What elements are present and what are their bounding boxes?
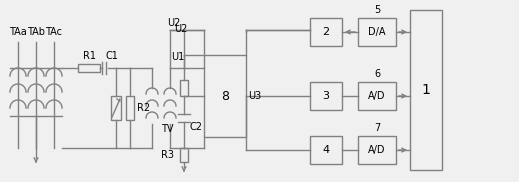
Bar [310,82,342,110]
Text: R1: R1 [83,51,95,61]
Text: U3: U3 [248,91,261,101]
Bar [410,10,442,170]
Text: 1: 1 [421,83,430,97]
Bar [358,82,396,110]
Text: U1: U1 [171,52,185,62]
Text: 6: 6 [374,69,380,79]
Text: D/A: D/A [368,27,386,37]
Bar [310,18,342,46]
Bar [111,96,121,120]
Text: 4: 4 [322,145,330,155]
Text: U2: U2 [174,24,187,34]
Bar [358,18,396,46]
Text: C1: C1 [105,51,118,61]
Bar [180,148,188,162]
Bar [78,64,100,72]
Text: 8: 8 [221,90,229,102]
Bar [126,96,134,120]
Bar [180,80,188,96]
Text: 7: 7 [374,123,380,133]
Text: U2: U2 [167,18,181,28]
Text: A/D: A/D [368,91,386,101]
Text: 5: 5 [374,5,380,15]
Text: A/D: A/D [368,145,386,155]
Text: TV: TV [161,124,173,134]
Text: C2: C2 [189,122,202,132]
Bar [358,136,396,164]
Bar [204,55,246,137]
Text: R3: R3 [161,150,174,160]
Text: 3: 3 [322,91,330,101]
Bar [310,136,342,164]
Text: TAb: TAb [27,27,45,37]
Text: TAa: TAa [9,27,27,37]
Text: 2: 2 [322,27,330,37]
Text: R2: R2 [137,103,150,113]
Text: TAc: TAc [46,27,62,37]
